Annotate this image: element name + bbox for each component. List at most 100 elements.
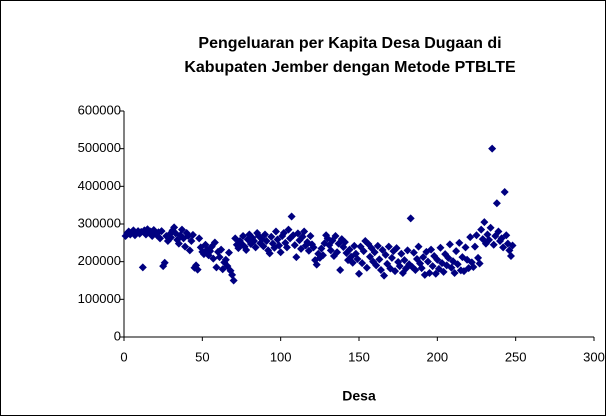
point [355,269,363,278]
x-tick-label: 200 [426,349,448,364]
point [359,247,368,256]
point [436,243,445,252]
point [312,260,321,269]
point [326,246,335,255]
point [193,265,202,274]
point [259,242,268,251]
point [486,223,495,232]
point [425,268,434,277]
point [251,243,260,252]
point [174,239,183,248]
point [376,265,385,274]
point [397,249,406,258]
point [427,245,436,254]
point [248,233,257,242]
chart-title: Kabupaten Jember dengan Metode PTBLTE [184,59,516,76]
point [345,245,354,254]
point [290,241,299,250]
point [350,241,359,250]
point [403,246,412,255]
y-tick-label: 0 [114,328,121,343]
x-axis-title: Desa [342,388,376,404]
point [384,242,393,251]
point [477,225,486,234]
point [170,223,179,232]
point [500,187,509,196]
point [331,232,340,241]
point [445,240,454,249]
point [444,253,453,262]
point [187,236,196,245]
point [340,238,349,247]
point [297,244,306,253]
point [455,238,464,247]
point [273,235,282,244]
x-tick-label: 50 [195,349,209,364]
point [229,276,238,285]
point [475,259,484,268]
point [391,267,400,276]
y-tick-label: 400000 [78,178,121,193]
point [387,253,396,262]
point [502,231,511,240]
point [414,242,423,251]
point [392,244,401,253]
point [406,214,415,223]
point [276,248,285,257]
point [433,255,442,264]
point [300,227,309,236]
point [242,245,251,254]
point [362,263,371,272]
point [177,225,186,234]
point [181,242,190,251]
point [284,225,293,234]
point [470,242,479,251]
point [372,261,381,270]
point [317,244,326,253]
point [485,235,494,244]
point [419,253,428,262]
point [261,230,269,239]
point [373,241,382,250]
point [375,255,384,264]
point [474,253,483,262]
point [417,264,426,273]
x-tick-label: 300 [583,349,605,364]
point [365,252,374,261]
point [499,243,508,252]
x-tick-label: 250 [505,349,527,364]
point [488,144,497,153]
point [505,246,514,255]
point [411,265,420,274]
point [188,230,197,239]
y-tick-label: 100000 [78,291,121,306]
point [506,252,515,261]
point [447,263,456,272]
point [400,256,409,265]
point [409,248,418,257]
y-tick-label: 600000 [78,102,121,117]
point [292,253,301,262]
point [423,257,432,266]
point [428,262,437,271]
point [167,233,175,242]
point [469,262,478,271]
point [333,248,342,257]
point [221,255,230,264]
x-tick-label: 100 [270,349,292,364]
point [452,247,461,256]
point [209,254,218,263]
point [494,227,503,236]
point [461,243,470,252]
point [480,218,489,227]
point [358,259,367,268]
point [466,233,475,242]
point [267,232,276,241]
point [489,240,498,249]
point [271,227,280,236]
point [336,265,345,274]
point [450,268,459,277]
point [160,258,169,267]
point [212,263,221,272]
